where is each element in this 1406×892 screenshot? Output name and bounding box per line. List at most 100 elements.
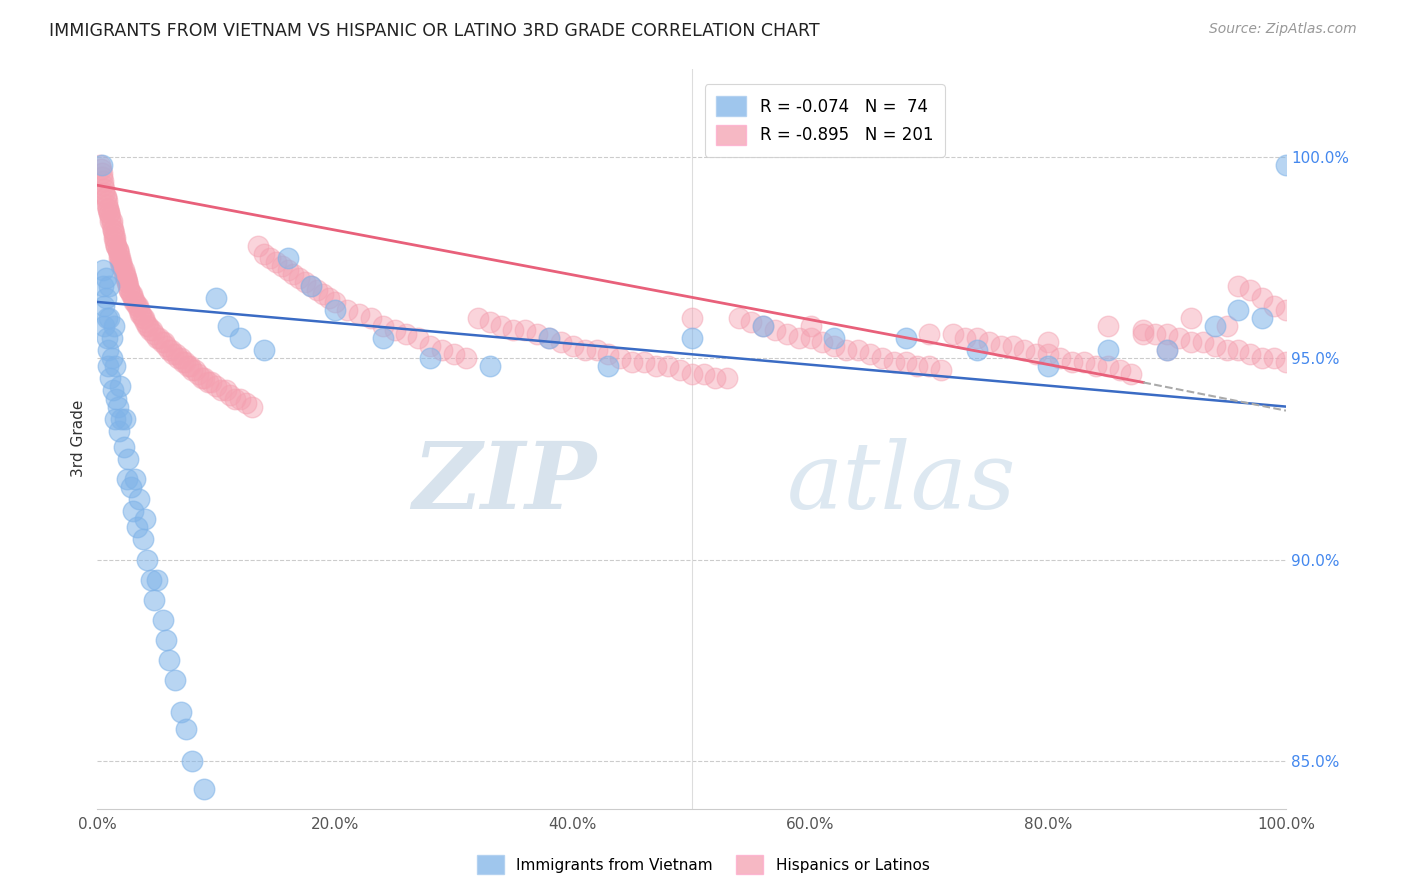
Point bbox=[125, 520, 148, 534]
Point bbox=[1156, 343, 1178, 358]
Point bbox=[132, 311, 155, 326]
Point bbox=[112, 440, 135, 454]
Point bbox=[209, 384, 232, 398]
Point bbox=[894, 331, 917, 345]
Point bbox=[1014, 343, 1036, 358]
Point bbox=[184, 363, 207, 377]
Point bbox=[1132, 323, 1154, 337]
Point bbox=[323, 295, 346, 310]
Point bbox=[1049, 351, 1071, 366]
Point bbox=[1121, 368, 1143, 382]
Point bbox=[574, 343, 596, 358]
Point bbox=[307, 283, 329, 297]
Point bbox=[728, 311, 751, 326]
Point bbox=[93, 299, 115, 313]
Point bbox=[187, 368, 209, 382]
Point bbox=[100, 219, 122, 233]
Point bbox=[110, 254, 132, 268]
Point bbox=[108, 379, 131, 393]
Point bbox=[966, 331, 988, 345]
Point bbox=[1191, 335, 1213, 350]
Point bbox=[165, 347, 187, 361]
Point bbox=[1132, 327, 1154, 342]
Point bbox=[115, 270, 138, 285]
Point bbox=[419, 351, 441, 366]
Point bbox=[621, 355, 644, 369]
Point bbox=[100, 331, 122, 345]
Point bbox=[870, 351, 893, 366]
Point bbox=[219, 387, 242, 401]
Point bbox=[155, 633, 177, 648]
Point bbox=[107, 400, 129, 414]
Point bbox=[259, 251, 281, 265]
Point bbox=[91, 174, 114, 188]
Point bbox=[1251, 311, 1274, 326]
Point bbox=[176, 359, 198, 374]
Point bbox=[799, 319, 821, 334]
Point bbox=[107, 246, 129, 260]
Legend: R = -0.074   N =  74, R = -0.895   N = 201: R = -0.074 N = 74, R = -0.895 N = 201 bbox=[704, 84, 945, 157]
Point bbox=[977, 335, 1000, 350]
Point bbox=[1215, 343, 1237, 358]
Point bbox=[94, 190, 117, 204]
Point bbox=[104, 235, 127, 249]
Point bbox=[443, 347, 465, 361]
Point bbox=[138, 319, 160, 334]
Point bbox=[141, 323, 163, 337]
Point bbox=[454, 351, 477, 366]
Point bbox=[277, 262, 299, 277]
Point bbox=[179, 359, 201, 374]
Point bbox=[94, 270, 117, 285]
Point bbox=[598, 359, 620, 374]
Y-axis label: 3rd Grade: 3rd Grade bbox=[72, 401, 86, 477]
Point bbox=[131, 311, 153, 326]
Point bbox=[1084, 359, 1107, 374]
Point bbox=[224, 392, 246, 406]
Point bbox=[97, 202, 120, 217]
Point bbox=[193, 781, 215, 796]
Point bbox=[811, 335, 834, 350]
Point bbox=[740, 315, 762, 329]
Point bbox=[526, 327, 548, 342]
Point bbox=[299, 278, 322, 293]
Point bbox=[1025, 347, 1047, 361]
Point bbox=[1263, 351, 1285, 366]
Point bbox=[1060, 355, 1083, 369]
Point bbox=[115, 270, 138, 285]
Point bbox=[681, 311, 703, 326]
Point bbox=[1204, 319, 1226, 334]
Point bbox=[108, 254, 131, 268]
Point bbox=[90, 162, 112, 177]
Point bbox=[103, 227, 125, 241]
Point bbox=[478, 315, 501, 329]
Point bbox=[98, 278, 121, 293]
Point bbox=[94, 190, 117, 204]
Point bbox=[112, 262, 135, 277]
Point bbox=[117, 278, 139, 293]
Point bbox=[200, 376, 222, 390]
Point bbox=[163, 673, 186, 688]
Point bbox=[121, 286, 143, 301]
Point bbox=[136, 319, 159, 334]
Point bbox=[114, 267, 136, 281]
Point bbox=[96, 331, 118, 345]
Point bbox=[101, 222, 124, 236]
Point bbox=[162, 347, 184, 361]
Point bbox=[752, 319, 775, 334]
Point bbox=[148, 331, 170, 345]
Point bbox=[502, 323, 524, 337]
Point bbox=[1275, 355, 1298, 369]
Point bbox=[336, 303, 359, 318]
Point bbox=[129, 307, 152, 321]
Point bbox=[264, 254, 287, 268]
Point bbox=[157, 653, 180, 667]
Point bbox=[160, 343, 183, 358]
Point bbox=[118, 283, 141, 297]
Point bbox=[537, 331, 560, 345]
Point bbox=[110, 259, 132, 273]
Point bbox=[681, 331, 703, 345]
Point bbox=[235, 395, 257, 409]
Point bbox=[253, 246, 276, 260]
Point bbox=[100, 351, 122, 366]
Point bbox=[668, 363, 690, 377]
